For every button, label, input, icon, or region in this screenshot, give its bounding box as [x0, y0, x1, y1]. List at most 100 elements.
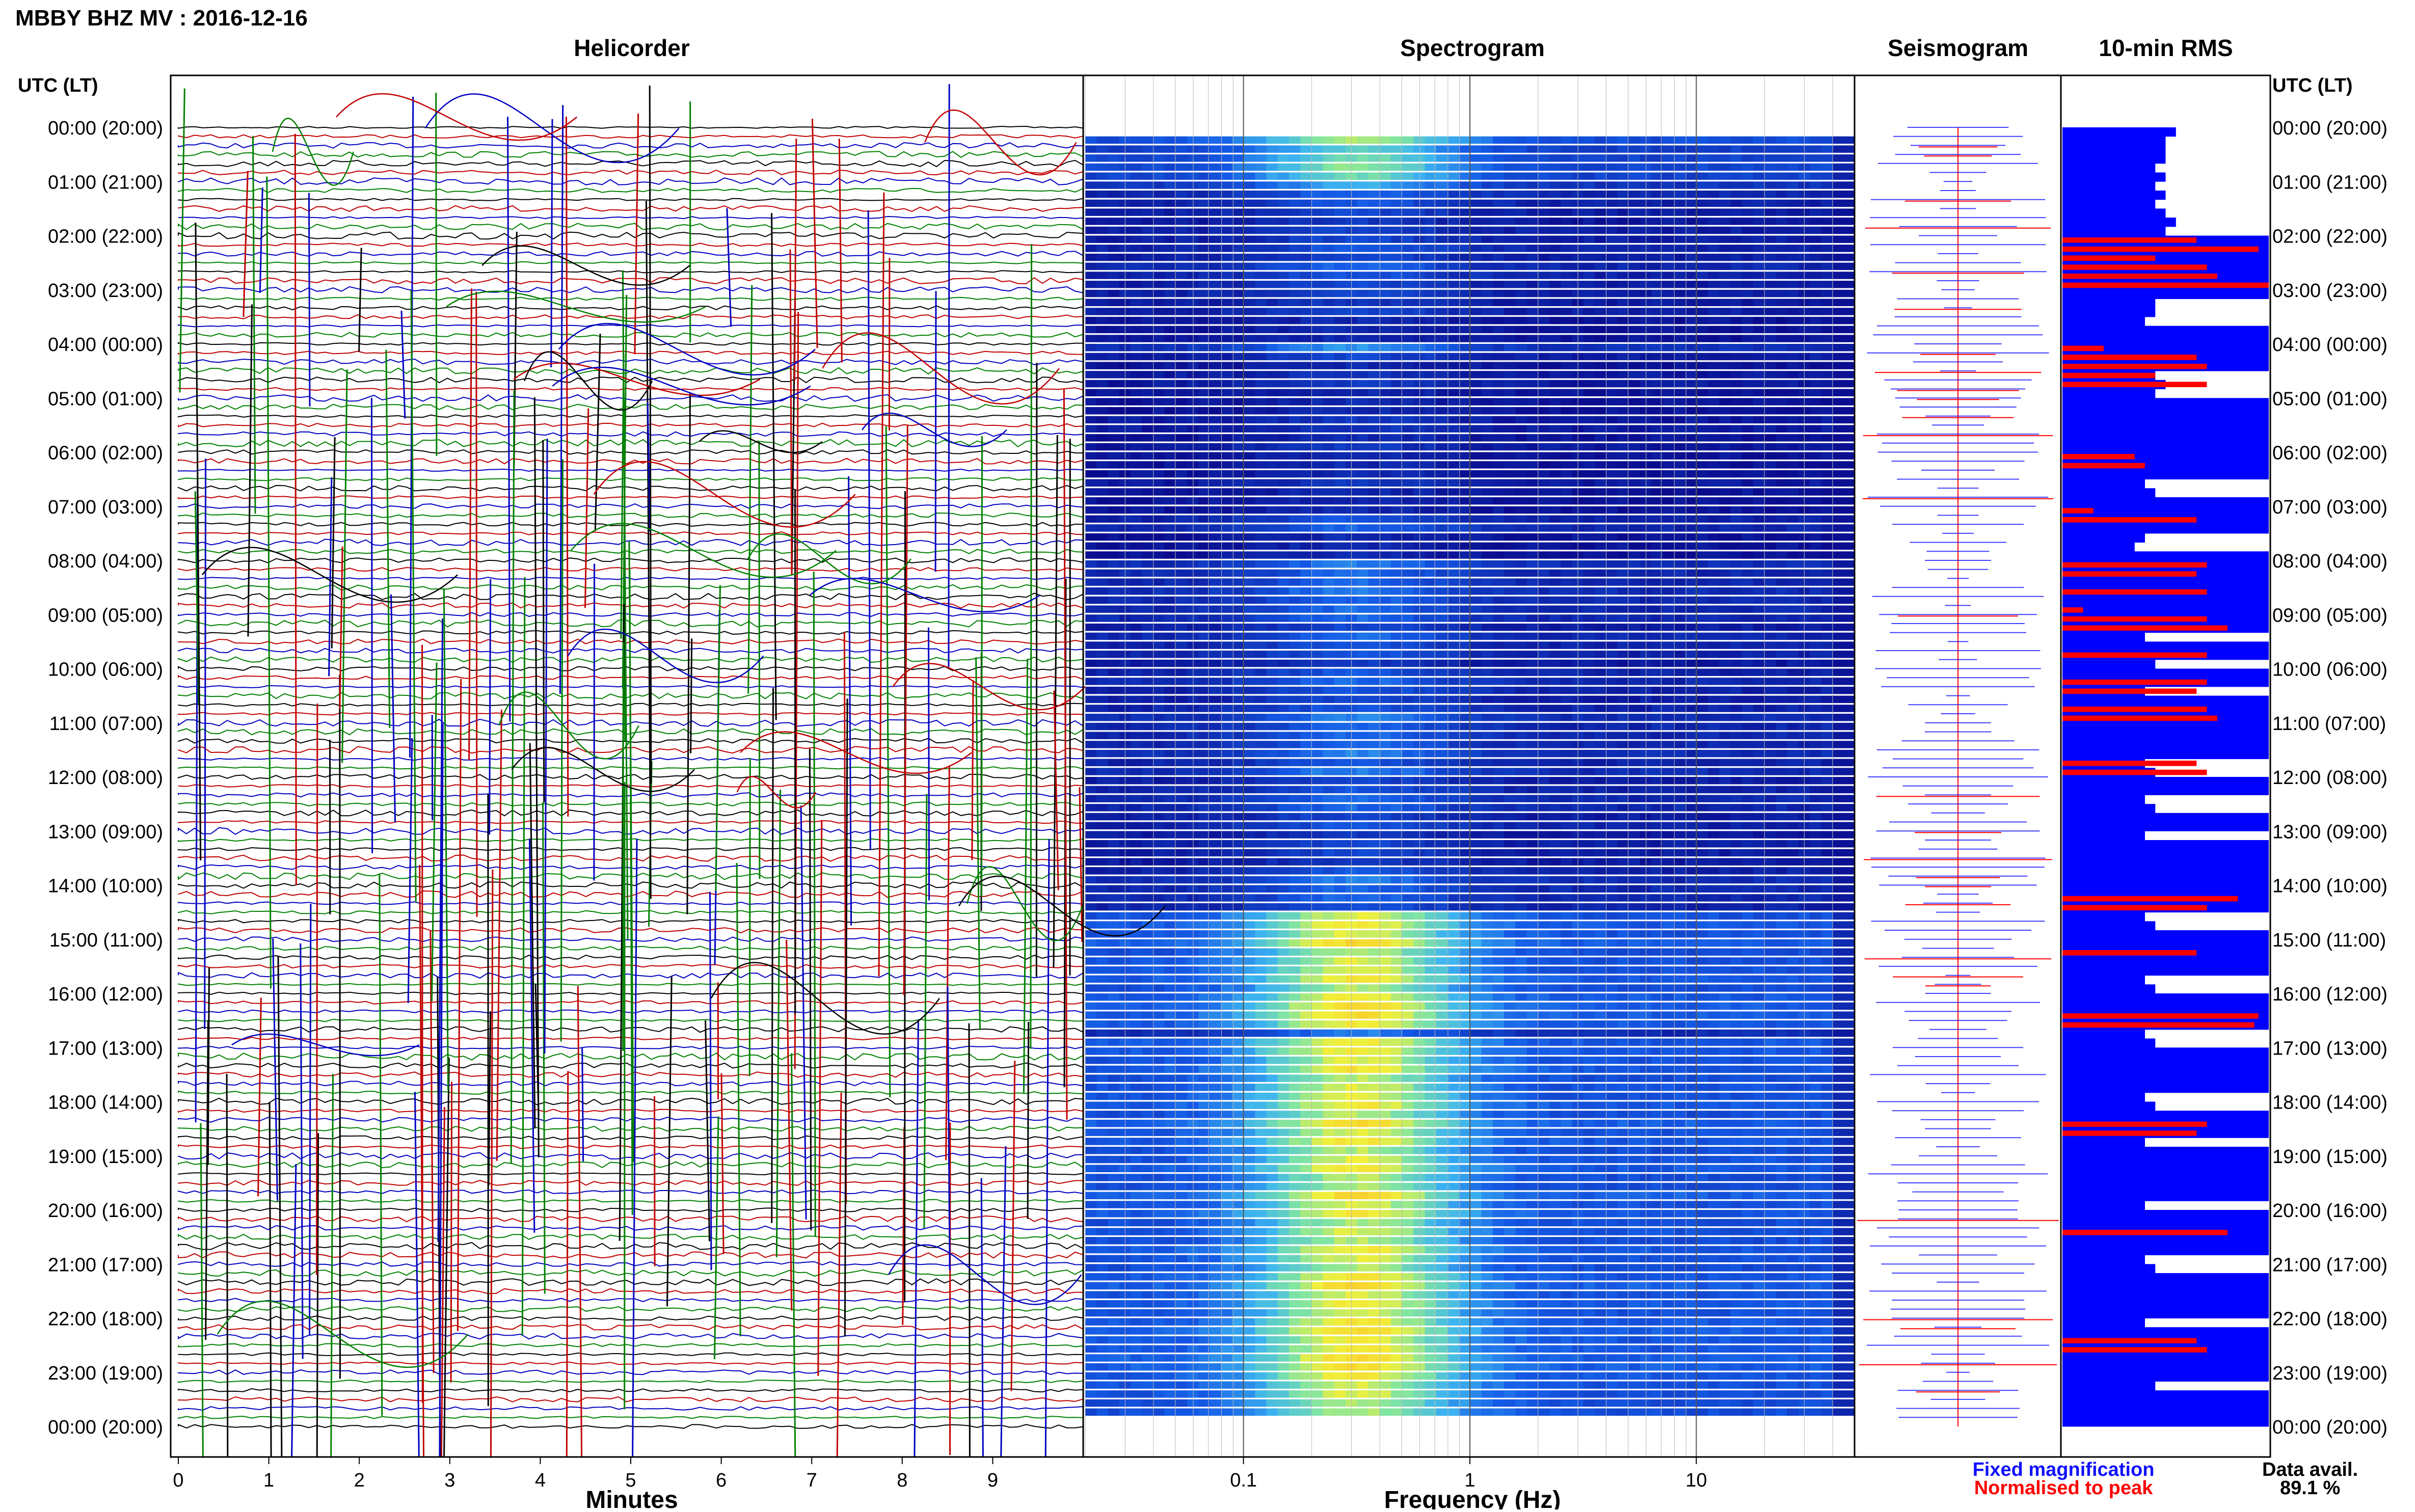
spectrogram-cell: [1481, 714, 1493, 721]
spectrogram-cell: [1142, 452, 1153, 460]
spectrogram-cell: [1753, 407, 1765, 415]
spectrogram-cell: [1583, 191, 1595, 198]
spectrogram-cell: [1142, 678, 1153, 685]
spectrogram-cell: [1832, 497, 1844, 505]
spectrogram-cell: [1470, 569, 1482, 577]
spectrogram-cell: [1334, 659, 1346, 667]
spectrogram-cell: [1685, 641, 1697, 649]
spectrogram-cell: [1685, 245, 1697, 252]
spectrogram-cell: [1244, 678, 1255, 685]
spectrogram-cell: [1153, 380, 1165, 388]
spectrogram-cell: [1696, 605, 1708, 613]
spectrogram-cell: [1832, 172, 1844, 180]
spectrogram-cell: [1470, 299, 1482, 306]
spectrogram-cell: [1719, 154, 1731, 162]
spectrogram-cell: [1379, 335, 1391, 342]
spectrogram-cell: [1708, 722, 1720, 731]
spectrogram-cell: [1323, 551, 1335, 559]
spectrogram-cell: [1549, 289, 1561, 298]
spectrogram-cell: [1843, 371, 1856, 379]
spectrogram-cell: [1662, 163, 1674, 171]
spectrogram-cell: [1436, 695, 1448, 704]
spectrogram-cell: [1266, 199, 1278, 207]
spectrogram-cell: [1425, 136, 1437, 144]
spectrogram-cell: [1810, 506, 1821, 514]
spectrogram-cell: [1821, 695, 1833, 704]
spectrogram-cell: [1379, 560, 1391, 568]
spectrogram-cell: [1085, 172, 1097, 180]
spectrogram-cell: [1390, 262, 1403, 271]
spectrogram-cell: [1277, 641, 1290, 649]
spectrogram-cell: [1470, 398, 1482, 406]
spectrogram-cell: [1764, 281, 1776, 288]
spectrogram-cell: [1617, 624, 1629, 631]
spectrogram-cell: [1210, 632, 1222, 640]
spectrogram-cell: [1470, 308, 1482, 315]
spectrogram-cell: [1685, 344, 1697, 352]
spectrogram-cell: [1300, 461, 1312, 469]
spectrogram-cell: [1470, 154, 1482, 162]
spectrogram-cell: [1300, 253, 1312, 261]
spectrogram-cell: [1549, 587, 1561, 595]
spectrogram-cell: [1583, 705, 1595, 712]
spectrogram-cell: [1232, 749, 1244, 758]
spectrogram-cell: [1843, 443, 1856, 451]
spectrogram-cell: [1130, 587, 1142, 595]
spectrogram-cell: [1696, 641, 1708, 649]
spectrogram-cell: [1674, 515, 1686, 523]
spectrogram-cell: [1447, 398, 1459, 406]
spectrogram-cell: [1753, 398, 1765, 406]
spectrogram-cell: [1277, 416, 1290, 424]
spectrogram-cell: [1266, 253, 1278, 261]
spectrogram-cell: [1232, 641, 1244, 649]
spectrogram-cell: [1583, 316, 1595, 325]
spectrogram-cell: [1334, 461, 1346, 469]
spectrogram-cell: [1130, 795, 1142, 802]
spectrogram-cell: [1583, 641, 1595, 649]
spectrogram-cell: [1402, 452, 1414, 460]
spectrogram-cell: [1594, 389, 1606, 396]
spectrogram-cell: [1549, 154, 1561, 162]
spectrogram-cell: [1096, 289, 1108, 298]
spectrogram-cell: [1198, 686, 1210, 694]
spectrogram-cell: [1583, 416, 1595, 424]
spectrogram-cell: [1504, 434, 1516, 442]
spectrogram-cell: [1289, 515, 1301, 523]
spectrogram-cell: [1447, 434, 1459, 442]
spectrogram-cell: [1730, 398, 1742, 406]
spectrogram-cell: [1164, 452, 1176, 460]
spectrogram-cell: [1357, 686, 1369, 694]
spectrogram-cell: [1459, 624, 1470, 631]
spectrogram-cell: [1617, 199, 1629, 207]
spectrogram-cell: [1640, 488, 1652, 496]
spectrogram-cell: [1515, 380, 1527, 388]
spectrogram-cell: [1390, 569, 1403, 577]
spectrogram-cell: [1232, 686, 1244, 694]
spectrogram-cell: [1764, 245, 1776, 252]
spectrogram-cell: [1594, 289, 1606, 298]
spectrogram-cell: [1096, 452, 1108, 460]
spectrogram-cell: [1142, 371, 1153, 379]
spectrogram-cell: [1277, 443, 1290, 451]
spectrogram-cell: [1108, 335, 1120, 342]
spectrogram-cell: [1696, 353, 1708, 361]
spectrogram-cell: [1379, 389, 1391, 396]
spectrogram-cell: [1685, 786, 1697, 794]
spectrogram-cell: [1153, 289, 1165, 298]
spectrogram-cell: [1300, 641, 1312, 649]
spectrogram-cell: [1413, 163, 1426, 171]
spectrogram-cell: [1730, 624, 1742, 631]
spectrogram-cell: [1289, 145, 1301, 153]
spectrogram-cell: [1323, 308, 1335, 315]
spectrogram-cell: [1300, 398, 1312, 406]
spectrogram-cell: [1142, 434, 1153, 442]
spectrogram-cell: [1221, 777, 1233, 785]
spectrogram-cell: [1594, 272, 1606, 279]
spectrogram-cell: [1289, 208, 1301, 216]
spectrogram-cell: [1413, 461, 1426, 469]
spectrogram-cell: [1470, 289, 1482, 298]
spectrogram-cell: [1413, 443, 1426, 451]
spectrogram-cell: [1210, 335, 1222, 342]
spectrogram-cell: [1594, 443, 1606, 451]
spectrogram-cell: [1130, 353, 1142, 361]
